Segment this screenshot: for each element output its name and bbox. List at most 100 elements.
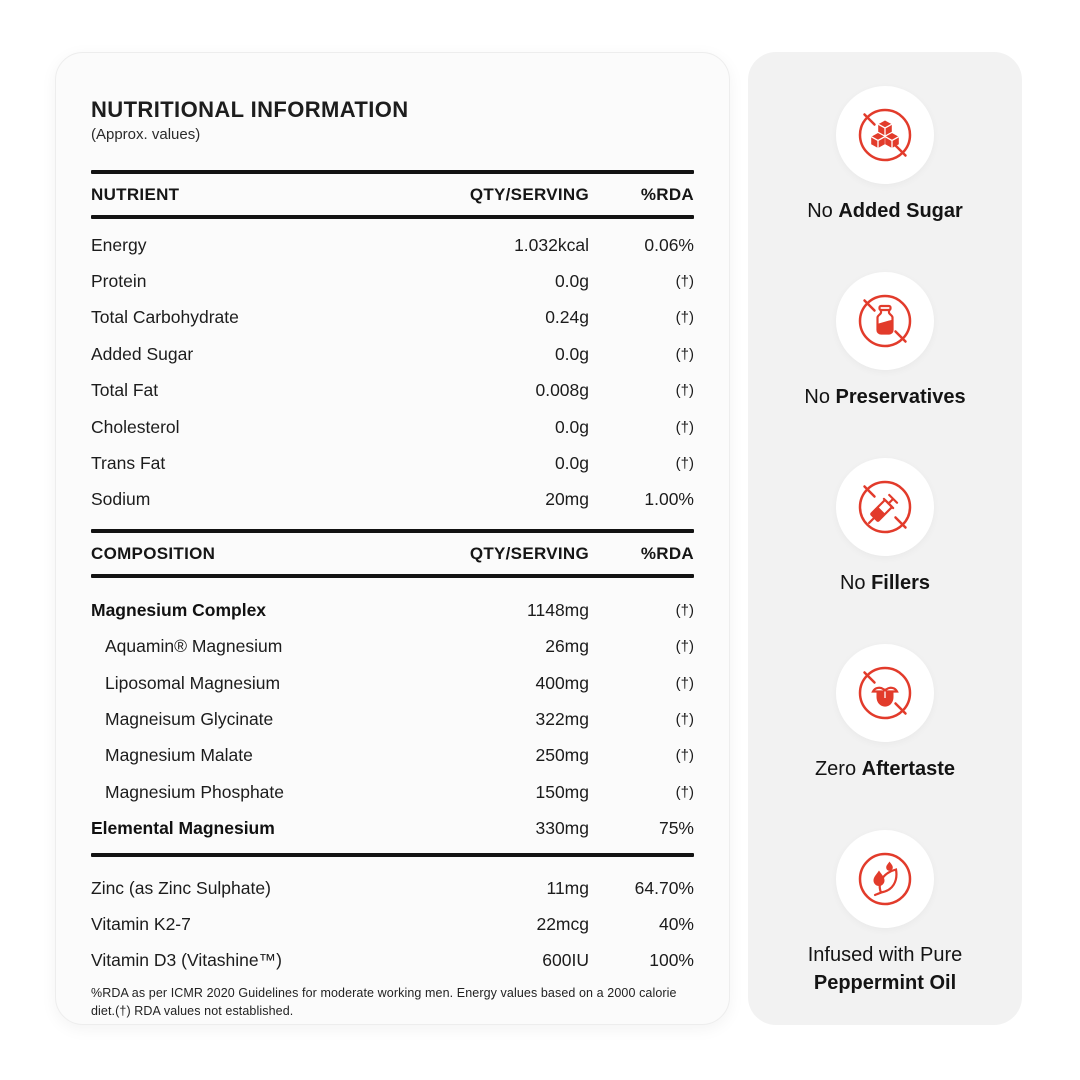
table-row: Total Carbohydrate 0.24g (†) xyxy=(91,300,694,336)
badge-no-added-sugar: No Added Sugar xyxy=(807,86,963,225)
column-header-rda: %RDA xyxy=(640,184,694,204)
composition-name: Magnesium Complex xyxy=(91,599,267,620)
badge-label-bold: Added Sugar xyxy=(838,200,963,222)
badge-no-fillers: No Fillers xyxy=(836,458,934,597)
divider xyxy=(91,574,694,579)
badge-label-prefix: No xyxy=(804,386,836,408)
vitamin-name: Vitamin K2-7 xyxy=(91,913,191,934)
composition-rda: 75% xyxy=(658,818,694,839)
divider xyxy=(91,215,694,219)
table-row: Energy 1.032kcal 0.06% xyxy=(91,227,694,263)
table-row: Liposomal Magnesium 400mg (†) xyxy=(91,665,694,701)
nutrient-rda: (†) xyxy=(675,455,694,473)
composition-name: Elemental Magnesium xyxy=(91,818,275,839)
nutrient-qty: 0.0g xyxy=(554,343,589,364)
badge-circle xyxy=(835,644,934,742)
nutrient-name: Protein xyxy=(91,271,147,292)
zero-aftertaste-icon xyxy=(858,666,912,720)
badge-peppermint-oil: Infused with Pure Peppermint Oil xyxy=(808,830,963,997)
composition-name: Magneisum Glycinate xyxy=(105,708,274,729)
vitamin-qty: 22mcg xyxy=(536,913,589,934)
nutrient-qty: 0.0g xyxy=(554,271,589,292)
vitamin-name: Zinc (as Zinc Sulphate) xyxy=(91,877,271,898)
table-row: Added Sugar 0.0g (†) xyxy=(91,336,694,372)
no-preservatives-icon xyxy=(858,294,912,348)
composition-rda: (†) xyxy=(675,638,694,656)
nutrient-rda: (†) xyxy=(675,345,694,363)
divider xyxy=(91,170,694,174)
rda-footnote: %RDA as per ICMR 2020 Guidelines for mod… xyxy=(91,986,677,1018)
nutrient-qty: 1.032kcal xyxy=(514,234,589,255)
column-header-rda: %RDA xyxy=(640,543,694,563)
nutrient-rows: Energy 1.032kcal 0.06% Protein 0.0g (†) … xyxy=(91,219,694,529)
badge-circle xyxy=(836,458,934,556)
column-header-qty: QTY/SERVING xyxy=(469,543,589,563)
table-row: Magneisum Glycinate 322mg (†) xyxy=(91,701,694,737)
composition-name: Magnesium Malate xyxy=(105,745,253,766)
badge-label-bold: Preservatives xyxy=(835,386,966,408)
table-row: Elemental Magnesium 330mg 75% xyxy=(91,810,694,846)
composition-rows: Magnesium Complex 1148mg (†) Aquamin® Ma… xyxy=(91,578,694,853)
table-row: Zinc (as Zinc Sulphate) 11mg 64.70% xyxy=(91,870,694,906)
nutrient-rda: 0.06% xyxy=(644,234,694,255)
nutrient-name: Sodium xyxy=(91,489,151,510)
nutrition-card: NUTRITIONAL INFORMATION (Approx. values)… xyxy=(55,52,730,1025)
composition-qty: 1148mg xyxy=(527,599,589,620)
nutrient-qty: 0.008g xyxy=(535,380,589,401)
nutrient-rda: 1.00% xyxy=(644,489,694,510)
column-header-composition: COMPOSITION xyxy=(91,543,216,563)
column-header-qty: QTY/SERVING xyxy=(469,184,589,204)
vitamin-name: Vitamin D3 (Vitashine™) xyxy=(91,950,282,971)
nutrient-rda: (†) xyxy=(675,309,694,327)
badge-label-bold: Fillers xyxy=(871,572,931,594)
composition-qty: 26mg xyxy=(545,636,589,657)
nutrient-name: Energy xyxy=(91,234,147,255)
card-title: NUTRITIONAL INFORMATION xyxy=(91,97,409,122)
no-fillers-icon xyxy=(858,480,912,534)
vitamin-rda: 100% xyxy=(649,950,694,971)
composition-qty: 330mg xyxy=(535,818,589,839)
badge-label-prefix: Zero xyxy=(814,758,862,780)
composition-rda: (†) xyxy=(675,601,694,619)
composition-name: Aquamin® Magnesium xyxy=(105,636,283,657)
badge-zero-aftertaste: Zero Aftertaste xyxy=(815,644,955,783)
composition-qty: 400mg xyxy=(535,672,589,693)
composition-rda: (†) xyxy=(675,710,694,728)
divider xyxy=(91,529,694,534)
table-row: Magnesium Complex 1148mg (†) xyxy=(91,592,694,628)
nutrient-rda: (†) xyxy=(675,418,694,436)
badge-label: No Added Sugar xyxy=(807,197,963,225)
composition-rda: (†) xyxy=(675,747,694,765)
feature-badges-panel: No Added Sugar No Preservatives xyxy=(748,52,1022,1025)
table-row: Vitamin K2-7 22mcg 40% xyxy=(91,906,694,942)
table-row: Protein 0.0g (†) xyxy=(91,263,694,299)
nutrient-header-row: NUTRIENT QTY/SERVING %RDA xyxy=(91,174,694,215)
composition-qty: 322mg xyxy=(535,708,589,729)
badge-label-prefix: No xyxy=(807,200,839,222)
table-row: Sodium 20mg 1.00% xyxy=(91,482,694,518)
vitamin-rda: 40% xyxy=(658,913,694,934)
nutrient-name: Total Fat xyxy=(91,380,159,401)
nutrient-rda: (†) xyxy=(675,273,694,291)
nutrient-qty: 0.0g xyxy=(554,453,589,474)
badge-circle xyxy=(835,272,934,370)
nutrient-qty: 0.24g xyxy=(545,307,589,328)
nutrient-name: Cholesterol xyxy=(91,416,180,437)
badge-label-prefix: Infused with Pure xyxy=(807,944,963,966)
table-row: Aquamin® Magnesium 26mg (†) xyxy=(91,629,694,665)
nutrient-name: Added Sugar xyxy=(91,343,194,364)
badge-circle xyxy=(836,830,934,928)
nutrient-name: Total Carbohydrate xyxy=(91,307,239,328)
table-row: Vitamin D3 (Vitashine™) 600IU 100% xyxy=(91,943,694,979)
badge-label: Infused with Pure Peppermint Oil xyxy=(808,941,963,997)
table-row: Magnesium Phosphate 150mg (†) xyxy=(91,774,694,810)
divider xyxy=(91,852,694,857)
composition-qty: 150mg xyxy=(535,781,589,802)
badge-label-bold: Aftertaste xyxy=(861,758,956,780)
badge-label: No Preservatives xyxy=(804,383,965,411)
composition-qty: 250mg xyxy=(535,745,589,766)
badge-label: No Fillers xyxy=(840,569,930,597)
table-row: Cholesterol 0.0g (†) xyxy=(91,409,694,445)
composition-name: Liposomal Magnesium xyxy=(105,672,281,693)
